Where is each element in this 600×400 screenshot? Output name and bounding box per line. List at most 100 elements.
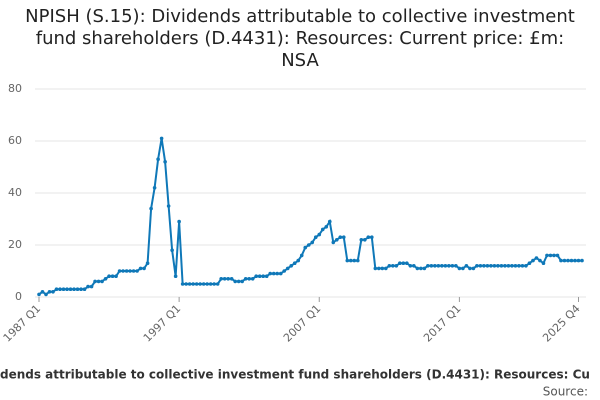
data-point bbox=[359, 238, 364, 242]
data-point bbox=[580, 258, 584, 263]
y-tick-label: 40 bbox=[8, 186, 22, 199]
data-point bbox=[355, 258, 360, 263]
data-point bbox=[538, 258, 542, 263]
data-point bbox=[236, 279, 241, 284]
data-point bbox=[282, 269, 287, 273]
data-point bbox=[65, 287, 69, 292]
data-point bbox=[496, 264, 500, 268]
data-point bbox=[327, 219, 332, 224]
data-point bbox=[184, 282, 188, 286]
data-point bbox=[257, 274, 262, 279]
data-point bbox=[370, 235, 374, 239]
data-point bbox=[215, 282, 220, 286]
data-point bbox=[54, 287, 59, 292]
data-point bbox=[373, 266, 378, 271]
data-point bbox=[289, 264, 294, 268]
data-point bbox=[194, 282, 199, 286]
data-point bbox=[156, 157, 160, 161]
data-point bbox=[380, 266, 385, 271]
data-point bbox=[285, 266, 290, 271]
data-point bbox=[398, 261, 402, 266]
data-point bbox=[345, 258, 350, 263]
data-point bbox=[79, 287, 83, 292]
data-point bbox=[468, 266, 472, 271]
data-point bbox=[569, 258, 574, 263]
data-point bbox=[51, 290, 55, 294]
data-point bbox=[510, 264, 514, 268]
data-point bbox=[86, 284, 90, 289]
data-point bbox=[93, 279, 97, 284]
data-point bbox=[433, 264, 437, 268]
data-point bbox=[464, 264, 469, 268]
data-point bbox=[391, 264, 395, 268]
data-point bbox=[440, 264, 444, 268]
data-point bbox=[489, 264, 493, 268]
data-point bbox=[366, 235, 371, 239]
data-point bbox=[475, 264, 479, 268]
source-text: Source: bbox=[543, 385, 588, 399]
data-point bbox=[426, 264, 430, 268]
data-point bbox=[149, 206, 153, 211]
data-point bbox=[422, 266, 427, 271]
data-point bbox=[492, 264, 497, 268]
data-point bbox=[527, 261, 532, 266]
data-point bbox=[114, 274, 118, 279]
data-point bbox=[296, 258, 301, 263]
data-point bbox=[303, 245, 308, 250]
data-point bbox=[503, 264, 507, 268]
data-point bbox=[485, 264, 490, 268]
data-point bbox=[138, 266, 143, 271]
data-point bbox=[352, 258, 357, 263]
y-tick-label: 60 bbox=[8, 134, 22, 147]
data-point bbox=[562, 258, 567, 263]
data-point bbox=[478, 264, 483, 268]
data-point bbox=[247, 277, 251, 281]
data-point bbox=[191, 282, 195, 286]
data-point bbox=[436, 264, 441, 268]
data-point bbox=[159, 136, 164, 141]
data-point bbox=[271, 271, 276, 276]
data-point bbox=[541, 261, 546, 266]
data-point bbox=[320, 227, 325, 232]
data-point bbox=[555, 253, 560, 258]
y-tick-label: 80 bbox=[8, 82, 22, 95]
data-point bbox=[313, 235, 318, 239]
data-point bbox=[212, 282, 216, 286]
data-point bbox=[534, 256, 539, 260]
data-point bbox=[384, 266, 388, 271]
data-point bbox=[306, 243, 311, 247]
data-point bbox=[412, 264, 416, 268]
data-point bbox=[278, 271, 283, 276]
data-point bbox=[233, 279, 237, 284]
data-point bbox=[331, 240, 336, 245]
data-point bbox=[128, 269, 132, 273]
data-point bbox=[107, 274, 111, 279]
data-point bbox=[201, 282, 206, 286]
x-tick-label: 1987 Q1 bbox=[1, 302, 44, 345]
data-point bbox=[573, 258, 577, 263]
data-point bbox=[135, 269, 139, 273]
data-point bbox=[299, 253, 304, 258]
data-point bbox=[89, 284, 94, 289]
data-point bbox=[170, 248, 174, 252]
data-point bbox=[324, 225, 329, 229]
data-point bbox=[222, 277, 227, 281]
data-point bbox=[243, 277, 248, 281]
y-tick-label: 0 bbox=[15, 290, 22, 303]
data-point bbox=[415, 266, 420, 271]
data-point bbox=[121, 269, 125, 273]
data-point bbox=[58, 287, 62, 292]
data-point bbox=[142, 266, 146, 271]
x-tick-label: 2017 Q1 bbox=[421, 302, 464, 345]
data-point bbox=[72, 287, 76, 292]
data-point bbox=[450, 264, 455, 268]
data-point bbox=[545, 253, 549, 258]
data-point bbox=[61, 287, 66, 292]
data-point bbox=[348, 258, 353, 263]
data-point bbox=[334, 238, 339, 242]
data-point bbox=[163, 160, 167, 164]
data-point bbox=[82, 287, 87, 292]
data-point bbox=[447, 264, 451, 268]
